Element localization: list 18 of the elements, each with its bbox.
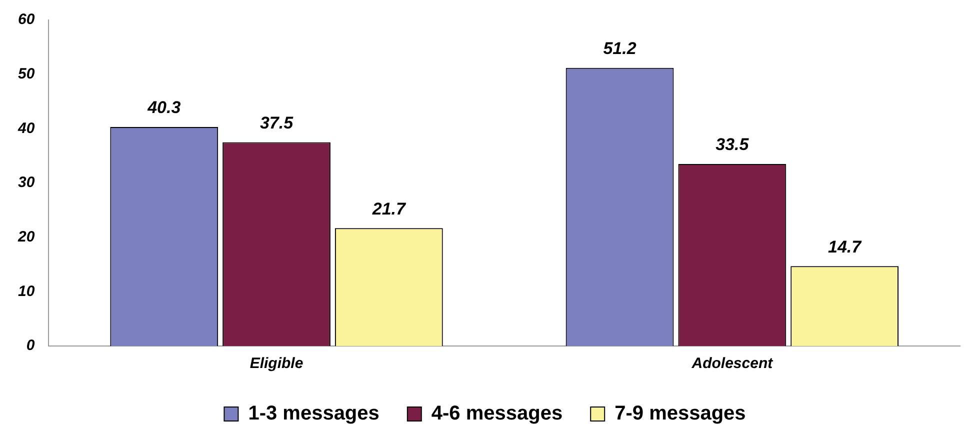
data-label: 14.7 <box>828 237 863 256</box>
y-tick-label: 10 <box>18 282 36 300</box>
data-label: 33.5 <box>716 135 750 154</box>
legend-label: 7-9 messages <box>614 402 746 425</box>
y-tick-label: 30 <box>18 174 36 192</box>
legend-label: 1-3 messages <box>248 402 380 425</box>
y-tick-label: 50 <box>18 65 36 82</box>
x-tick-label: Adolescent <box>690 355 774 372</box>
data-label: 51.2 <box>603 39 637 58</box>
x-tick-label: Eligible <box>250 355 304 372</box>
legend-label: 4-6 messages <box>431 402 563 425</box>
y-tick-label: 20 <box>16 228 36 246</box>
y-tick-label: 0 <box>26 337 36 354</box>
data-label: 21.7 <box>371 199 407 218</box>
y-tick-label: 60 <box>18 11 36 28</box>
data-label: 40.3 <box>146 98 182 118</box>
y-tick-label: 40 <box>16 120 36 137</box>
data-label: 37.5 <box>260 113 294 132</box>
